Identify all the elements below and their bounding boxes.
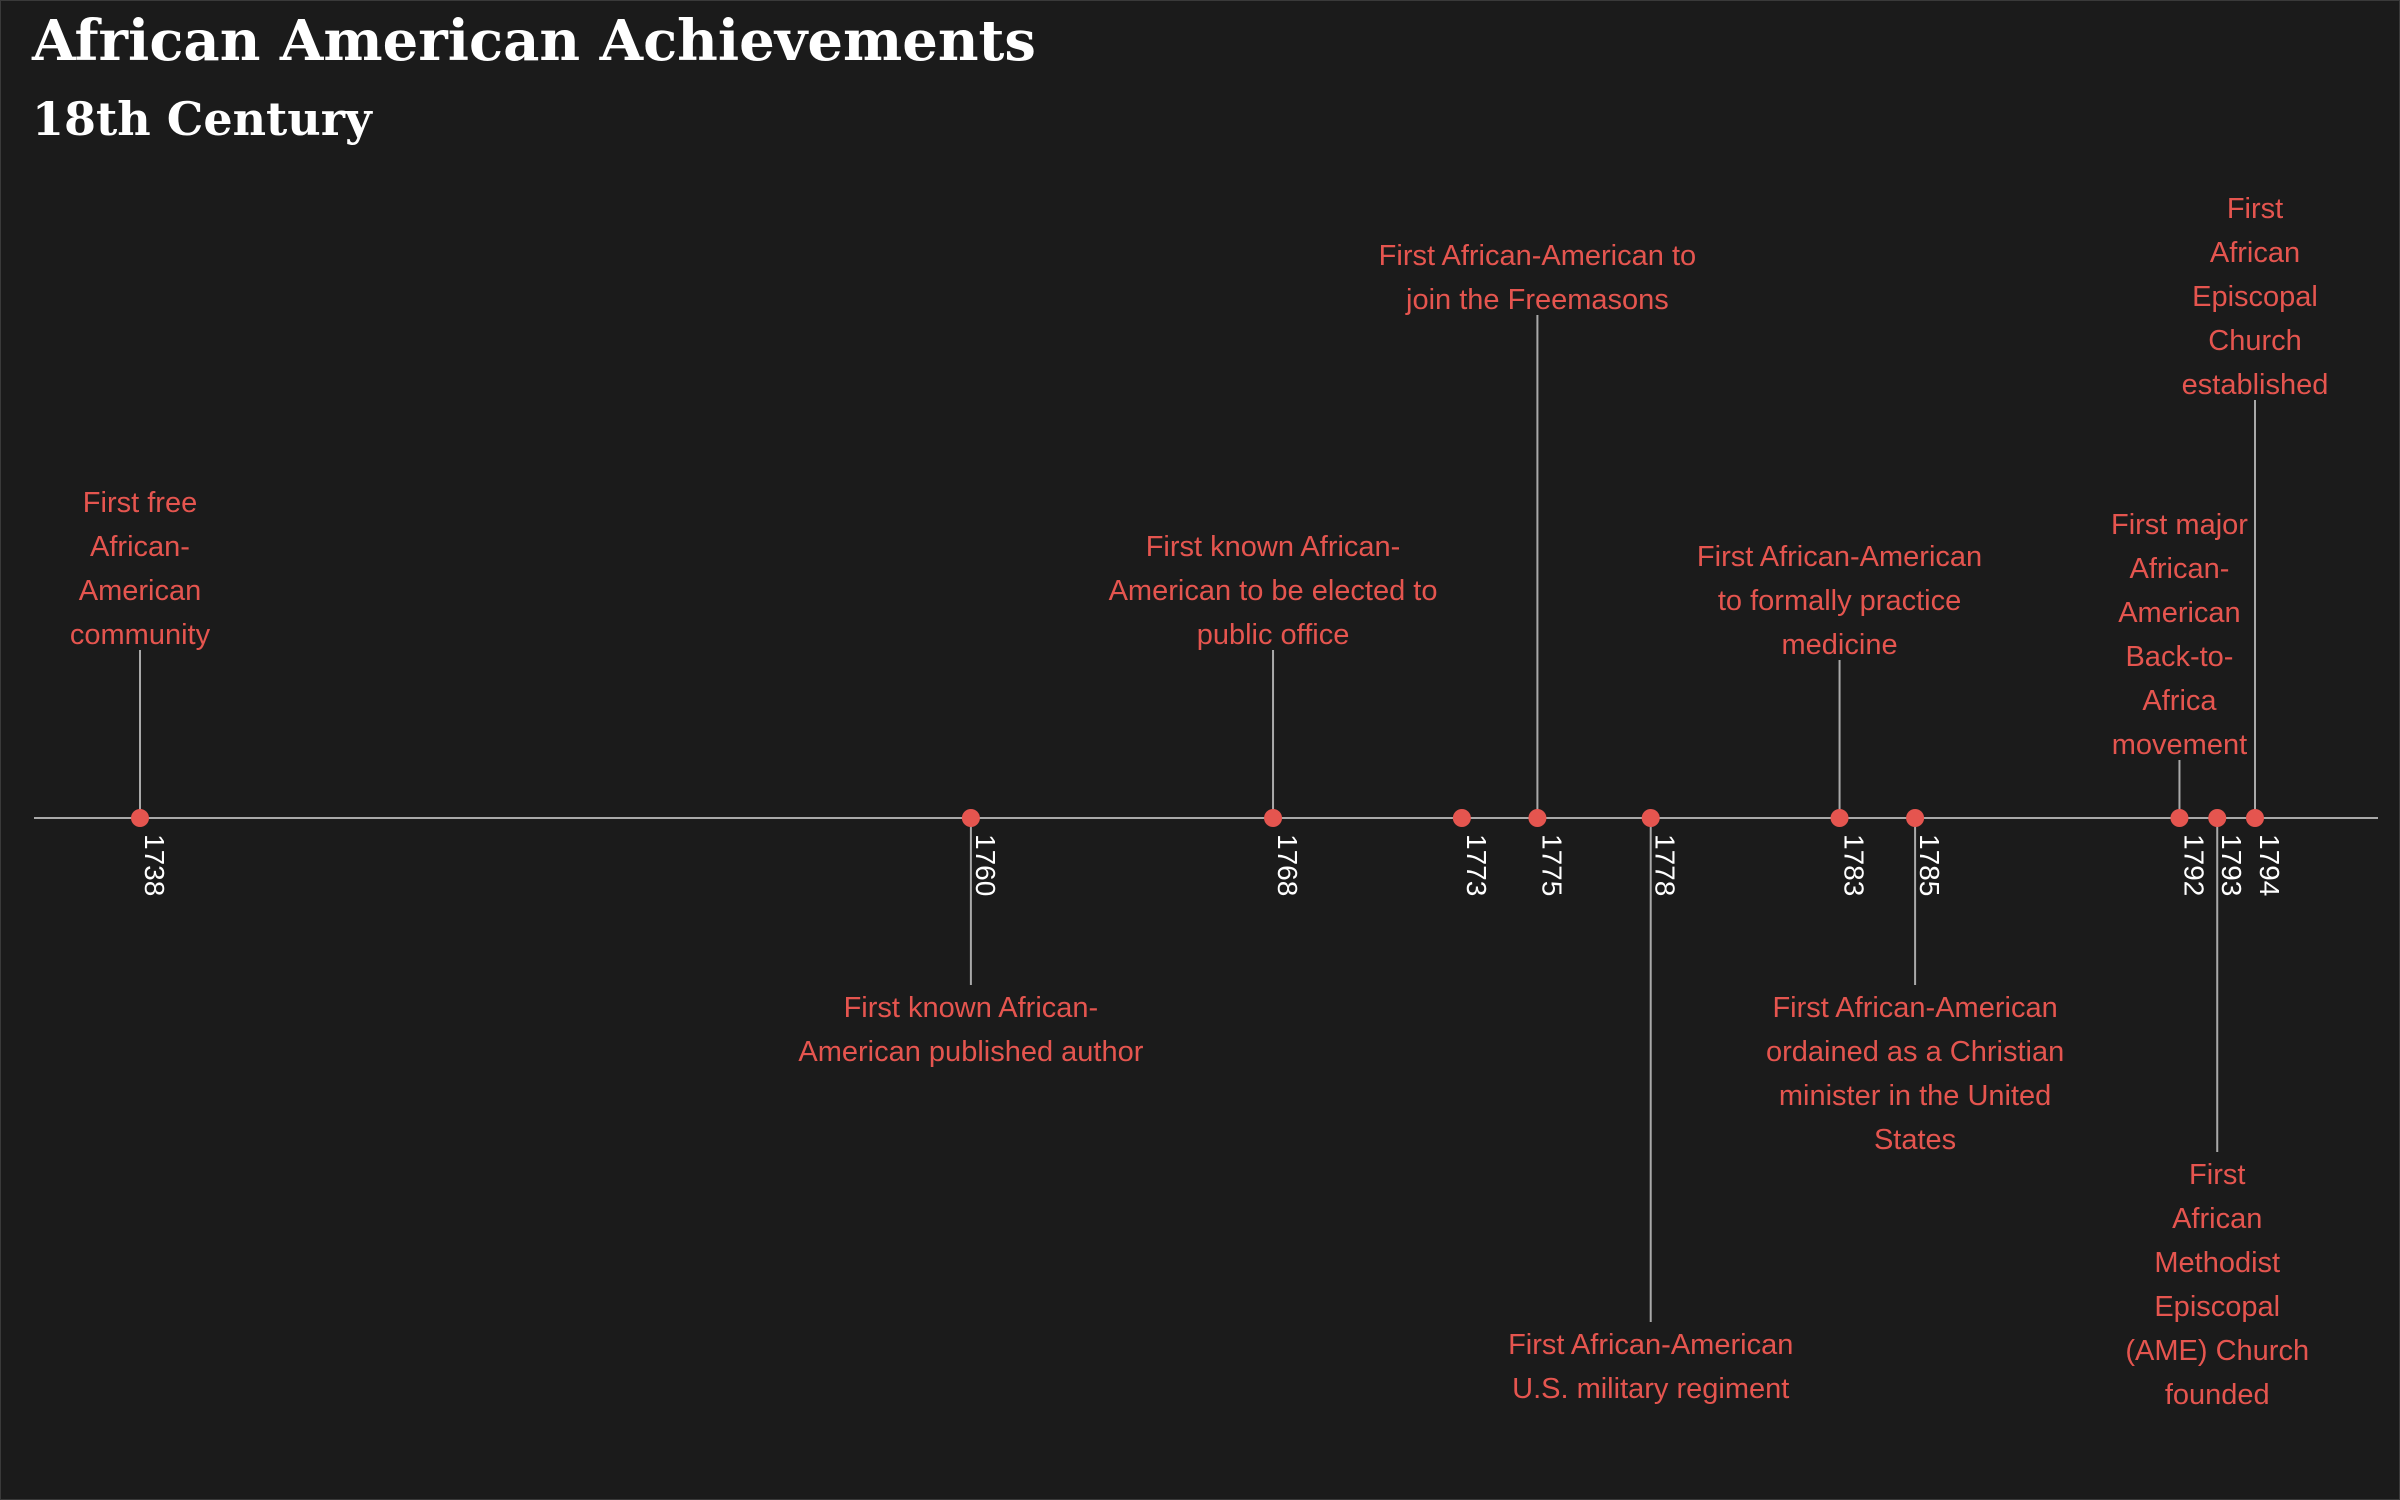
event-label: First African-American to formally practi… (1697, 541, 1982, 661)
year-tick-label: 1793 (2216, 834, 2247, 896)
event-label-line: public office (1197, 619, 1350, 651)
event-label-line: American to be elected to (1109, 575, 1438, 607)
event-marker (1641, 809, 1660, 827)
event-label-line: established (2182, 369, 2329, 401)
event-label-line: Episcopal (2154, 1291, 2280, 1323)
event-label-line: minister in the United (1779, 1080, 2051, 1112)
event-label: First known African- American to be elect… (1109, 531, 1438, 651)
year-tick-label: 1794 (2254, 834, 2285, 896)
event-label: First African Methodist Episcopal (AME) Chur… (2125, 1159, 2309, 1411)
event-label-line: African- (2130, 553, 2230, 585)
event-label-line: to formally practice (1718, 585, 1961, 617)
event-marker (131, 809, 149, 827)
chart-title: African American Achievements (31, 8, 1036, 74)
event-marker (1830, 809, 1849, 827)
event-label-line: Africa (2142, 685, 2217, 717)
year-tick-label: 1792 (2178, 834, 2209, 896)
event-marker (1452, 809, 1471, 827)
year-tick-label: 1783 (1839, 834, 1870, 896)
timeline-event: First African-American ordained as a Chri… (1766, 809, 2064, 1156)
event-label: First African-American ordained as a Chri… (1766, 992, 2064, 1156)
year-tick-label: 1738 (139, 834, 170, 896)
event-label-line: First African-American (1772, 992, 2057, 1024)
event-label-line: First African-American (1697, 541, 1982, 573)
event-label-line: founded (2165, 1379, 2270, 1411)
year-tick-label: 1768 (1272, 834, 1303, 896)
year-tick-label: 1773 (1461, 834, 1492, 896)
chart-subtitle: 18th Century (32, 92, 373, 146)
timeline-events: First free African-American community1738F… (70, 193, 2328, 1411)
event-label-line: Back-to- (2125, 641, 2233, 673)
event-label-line: American published author (798, 1036, 1143, 1068)
event-label-line: join the Freemasons (1405, 284, 1669, 316)
event-label-line: First (2227, 193, 2283, 225)
event-marker (961, 809, 980, 827)
event-label: First known African- American published a… (798, 992, 1143, 1068)
event-label-line: First African-American to (1379, 240, 1696, 272)
event-label-line: First major (2111, 509, 2248, 541)
timeline-event: First African Episcopal Church established 17… (2182, 193, 2329, 896)
event-label-line: community (70, 619, 211, 651)
year-tick-label: 1785 (1914, 834, 1945, 896)
timeline-event: First African-American U.S. military regi… (1508, 809, 1793, 1405)
event-marker (1906, 809, 1925, 827)
timeline-event: First African-American to join the Freema… (1379, 240, 1696, 896)
event-label-line: First known African- (844, 992, 1099, 1024)
event-label-line: American (2118, 597, 2241, 629)
event-label: First African-American to join the Freema… (1379, 240, 1696, 316)
event-label-line: First (2189, 1159, 2245, 1191)
event-label-line: African (2210, 237, 2300, 269)
event-label: First free African- American community (70, 487, 211, 651)
event-label-line: ordained as a Christian (1766, 1036, 2064, 1068)
event-marker (1264, 809, 1283, 827)
event-label-line: Methodist (2154, 1247, 2280, 1279)
timeline-event: First known African- American to be elect… (1109, 531, 1438, 896)
event-marker (1528, 809, 1547, 827)
event-label: First African-American U.S. military regi… (1508, 1329, 1793, 1405)
event-label-line: First African-American (1508, 1329, 1793, 1361)
event-label-line: First free (83, 487, 197, 519)
event-label-line: medicine (1782, 629, 1898, 661)
event-label-line: First known African- (1146, 531, 1401, 563)
event-label-line: States (1874, 1124, 1956, 1156)
event-marker (2208, 809, 2227, 827)
event-label-line: African (2172, 1203, 2262, 1235)
event-marker (2170, 809, 2189, 827)
year-tick-label: 1778 (1650, 834, 1681, 896)
event-label-line: Church (2208, 325, 2302, 357)
timeline-event: First African Methodist Episcopal (AME) Chur… (2125, 809, 2309, 1411)
event-label-line: U.S. military regiment (1512, 1373, 1789, 1405)
event-label: First major African- American Back-to- Afric… (2111, 509, 2248, 761)
timeline-event: First free African- American community 1738 (70, 487, 211, 896)
timeline-event: First known African- American published a… (798, 809, 1144, 1068)
event-label-line: Episcopal (2192, 281, 2318, 313)
event-marker (2246, 809, 2264, 827)
event-label: First African Episcopal Church established (2182, 193, 2329, 401)
timeline-event: 1773 (1452, 809, 1492, 896)
event-label-line: (AME) Church (2125, 1335, 2309, 1367)
year-tick-label: 1760 (970, 834, 1001, 896)
timeline-event: First African-American to formally practi… (1697, 541, 1982, 896)
event-label-line: American (79, 575, 202, 607)
event-label-line: African- (90, 531, 190, 563)
event-label-line: movement (2112, 729, 2247, 761)
timeline-event: First major African- American Back-to- Afric… (2111, 509, 2248, 896)
year-tick-label: 1775 (1536, 834, 1567, 896)
